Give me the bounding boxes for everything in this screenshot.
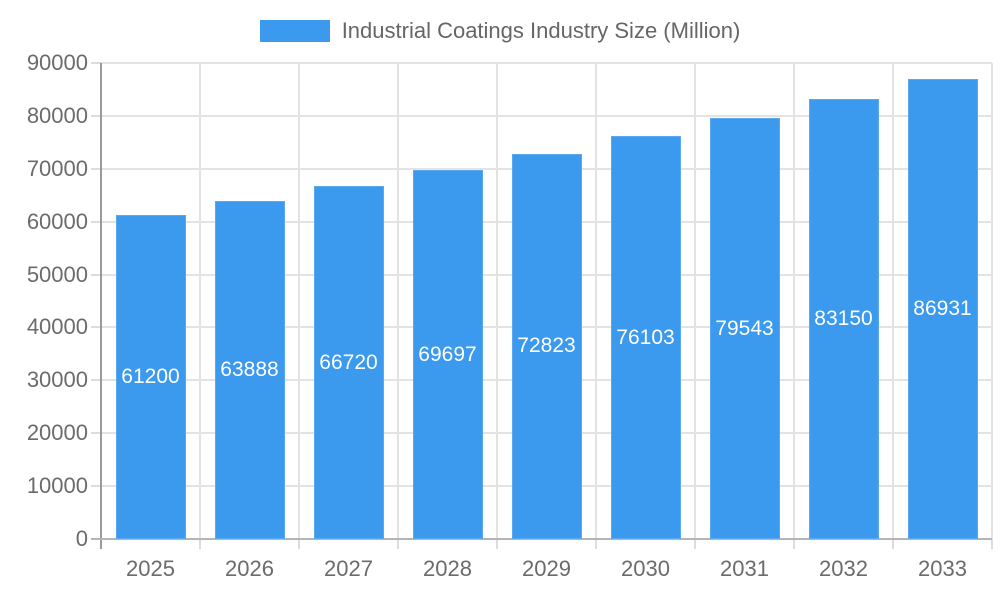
vertical-gridline [298,63,300,539]
y-tick [91,220,101,223]
y-tick [91,432,101,435]
legend-label: Industrial Coatings Industry Size (Milli… [341,18,741,43]
x-tick [694,539,696,549]
bar-2028[interactable]: 69697 [412,170,483,539]
x-tick-label: 2028 [423,556,472,581]
bar-2029[interactable]: 72823 [511,153,582,539]
bar-value-label: 72823 [517,334,576,358]
y-tick [91,62,101,64]
x-axis-line [91,538,992,540]
vertical-gridline [397,63,399,539]
horizontal-gridline [101,114,992,117]
y-tick [91,485,101,488]
vertical-gridline [892,63,894,539]
bar-value-label: 66720 [319,350,378,374]
bar-2025[interactable]: 61200 [115,215,186,539]
y-tick-label: 40000 [26,314,88,340]
y-tick-label: 10000 [26,473,88,499]
y-tick-label: 30000 [26,367,88,393]
y-tick-label: 90000 [26,50,88,75]
bar-value-label: 86931 [913,297,972,321]
vertical-gridline [991,63,993,539]
x-tick [892,539,894,549]
y-tick [91,114,101,117]
y-tick-label: 60000 [26,208,88,234]
x-tick-label: 2027 [324,556,373,581]
bar-2026[interactable]: 63888 [214,201,285,539]
x-tick-label: 2033 [918,556,967,581]
x-tick [199,539,201,549]
y-axis-line [100,63,102,549]
y-tick [91,167,101,170]
bar-value-label: 76103 [616,325,675,349]
x-tick-label: 2025 [126,556,175,581]
x-tick-label: 2030 [621,556,670,581]
bar-2031[interactable]: 79543 [709,118,780,539]
bar-value-label: 63888 [220,358,279,382]
y-tick-label: 50000 [26,261,88,287]
horizontal-gridline [101,62,992,64]
bar-2027[interactable]: 66720 [313,186,384,539]
vertical-gridline [694,63,696,539]
legend-swatch [259,20,330,42]
y-tick-label: 20000 [26,420,88,446]
bar-value-label: 79543 [715,316,774,340]
x-tick [397,539,399,549]
bar-value-label: 61200 [121,365,180,389]
bar-value-label: 69697 [418,342,477,366]
x-tick [991,539,993,549]
y-tick-label: 70000 [26,155,88,181]
y-tick [91,273,101,276]
chart-legend[interactable]: Industrial Coatings Industry Size (Milli… [0,18,1000,44]
bar-2030[interactable]: 76103 [610,136,681,539]
x-tick [298,539,300,549]
vertical-gridline [199,63,201,539]
bar-2032[interactable]: 83150 [808,99,879,539]
x-tick-label: 2031 [720,556,769,581]
x-tick [496,539,498,549]
y-tick [91,379,101,382]
vertical-gridline [793,63,795,539]
y-tick-label: 80000 [26,102,88,128]
bar-value-label: 83150 [814,307,873,331]
x-tick-label: 2032 [819,556,868,581]
x-tick [793,539,795,549]
vertical-gridline [496,63,498,539]
x-tick-label: 2029 [522,556,571,581]
vertical-gridline [595,63,597,539]
x-tick [595,539,597,549]
y-tick [91,326,101,329]
x-tick-label: 2026 [225,556,274,581]
bar-2033[interactable]: 86931 [907,79,978,539]
y-tick-label: 0 [75,526,88,551]
